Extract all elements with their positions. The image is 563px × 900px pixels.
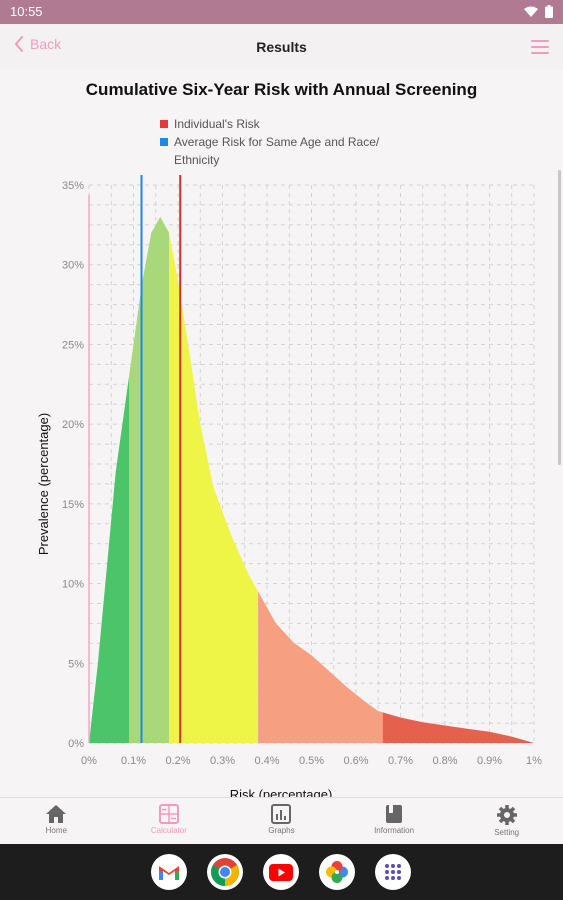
status-bar: 10:55 <box>0 0 563 24</box>
book-icon <box>386 805 403 823</box>
chevron-left-icon <box>14 36 23 52</box>
x-tick-label: 0.9% <box>477 755 502 767</box>
nav-calculator[interactable]: Calculator <box>113 798 226 844</box>
nav-graphs[interactable]: Graphs <box>225 798 338 844</box>
y-tick-label: 25% <box>62 339 84 351</box>
x-tick-label: 0.2% <box>165 755 190 767</box>
legend-label-individual: Individual's Risk <box>174 117 260 131</box>
x-tick-label: 0.1% <box>121 755 146 767</box>
results-content: Cumulative Six-Year Risk with Annual Scr… <box>0 70 563 797</box>
x-tick-label: 0.6% <box>343 755 368 767</box>
nav-label-home: Home <box>45 826 67 835</box>
y-tick-label: 30% <box>62 260 84 272</box>
y-tick-label: 0% <box>68 738 84 750</box>
y-tick-label: 35% <box>62 180 84 192</box>
battery-icon <box>545 5 553 18</box>
nav-label-setting: Setting <box>494 828 520 837</box>
chrome-icon[interactable] <box>207 854 243 890</box>
legend-swatch-blue <box>160 138 168 146</box>
back-button[interactable]: Back <box>14 36 61 52</box>
risk-zone <box>129 216 170 743</box>
y-tick-label: 5% <box>68 658 84 670</box>
menu-icon[interactable] <box>531 40 549 54</box>
x-tick-label: 0.3% <box>210 755 235 767</box>
photos-icon[interactable] <box>319 854 355 890</box>
x-axis-title: Risk (percentage) <box>230 787 333 797</box>
status-time: 10:55 <box>10 4 43 19</box>
y-tick-label: 10% <box>62 579 84 591</box>
x-tick-label: 0.7% <box>388 755 413 767</box>
chart-legend: Individual's Risk Average Risk for Same … <box>160 115 404 169</box>
nav-label-calculator: Calculator <box>150 826 187 835</box>
youtube-icon[interactable] <box>263 854 299 890</box>
page-title: Results <box>256 39 307 55</box>
graphs-icon <box>271 804 292 824</box>
status-icons <box>524 5 553 18</box>
legend-item-individual: Individual's Risk <box>160 115 404 133</box>
risk-chart: 0% 5% 10% 15% 20% 25% 30% 35% 0% 0.1% 0.2% 0.3% 0.4%… <box>36 175 542 797</box>
app-drawer-icon[interactable] <box>375 854 411 890</box>
y-axis-title: Prevalence (percentage) <box>36 413 51 555</box>
chart-title: Cumulative Six-Year Risk with Annual Scr… <box>85 80 478 99</box>
nav-home[interactable]: Home <box>0 798 113 844</box>
back-label: Back <box>30 36 62 52</box>
x-tick-label: 0.5% <box>299 755 324 767</box>
nav-label-graphs: Graphs <box>268 826 295 835</box>
home-icon <box>46 805 67 823</box>
android-taskbar <box>0 844 563 900</box>
x-tick-label: 0.8% <box>432 755 457 767</box>
gear-icon <box>496 805 517 825</box>
legend-swatch-red <box>160 120 168 128</box>
nav-setting[interactable]: Setting <box>450 798 563 844</box>
x-tick-label: 0% <box>81 755 97 767</box>
x-tick-label: 0.4% <box>254 755 279 767</box>
nav-label-information: Information <box>374 826 415 835</box>
legend-label-average: Average Risk for Same Age and Race/ Ethn… <box>174 135 380 167</box>
wifi-icon <box>524 6 538 17</box>
x-tick-label: 1% <box>526 755 542 767</box>
y-tick-label: 20% <box>62 419 84 431</box>
app-bar: Back Results <box>0 24 563 70</box>
nav-information[interactable]: Information <box>338 798 451 844</box>
bottom-nav: Home Calculator Graphs Information Setti… <box>0 797 563 844</box>
scrollbar[interactable] <box>558 170 561 465</box>
y-tick-label: 15% <box>62 499 84 511</box>
legend-item-average: Average Risk for Same Age and Race/ Ethn… <box>160 133 404 169</box>
risk-zone <box>89 216 130 743</box>
calculator-icon <box>158 804 179 824</box>
gmail-icon[interactable] <box>151 854 187 890</box>
